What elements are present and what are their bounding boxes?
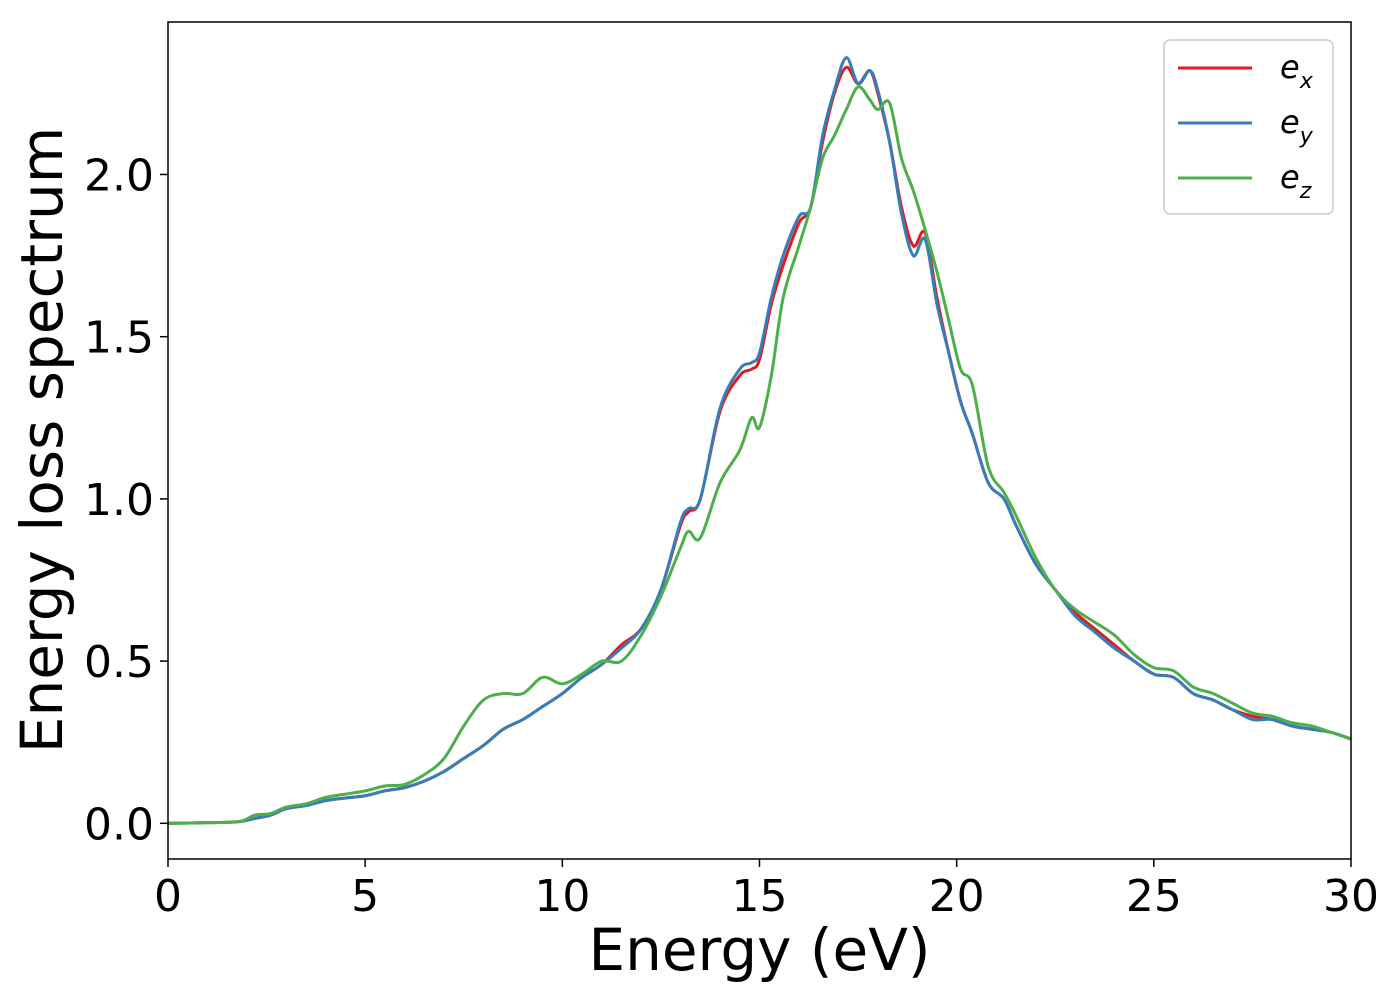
x-tick-label: 0 — [154, 871, 182, 922]
legend: ex ey ez — [1163, 39, 1334, 215]
x-tick-label: 30 — [1323, 871, 1379, 922]
x-tick-label: 5 — [351, 871, 379, 922]
x-tick-label: 15 — [732, 871, 788, 922]
y-tick-label: 1.0 — [84, 475, 154, 526]
legend-label-x: ex — [1280, 48, 1314, 94]
series-line-y — [168, 56, 1351, 825]
x-tick-label: 20 — [929, 871, 985, 922]
y-tick-label: 0.5 — [84, 637, 154, 688]
legend-label-y: ey — [1280, 103, 1314, 149]
legend-label-z: ez — [1280, 158, 1312, 204]
series-layer — [168, 56, 1351, 825]
x-tick-label: 25 — [1126, 871, 1182, 922]
series-line-z — [168, 85, 1351, 825]
y-tick-label: 0.0 — [84, 799, 154, 850]
y-axis-title: Energy loss spectrum — [8, 127, 76, 753]
y-tick-label: 2.0 — [84, 150, 154, 201]
y-axis-ticks: 0.0 0.5 1.0 1.5 2.0 — [84, 150, 168, 850]
x-axis-ticks: 0 5 10 15 20 25 30 — [154, 859, 1379, 922]
legend-box — [1163, 39, 1334, 215]
x-tick-label: 10 — [534, 871, 590, 922]
x-axis-title: Energy (eV) — [588, 916, 930, 984]
y-tick-label: 1.5 — [84, 313, 154, 364]
